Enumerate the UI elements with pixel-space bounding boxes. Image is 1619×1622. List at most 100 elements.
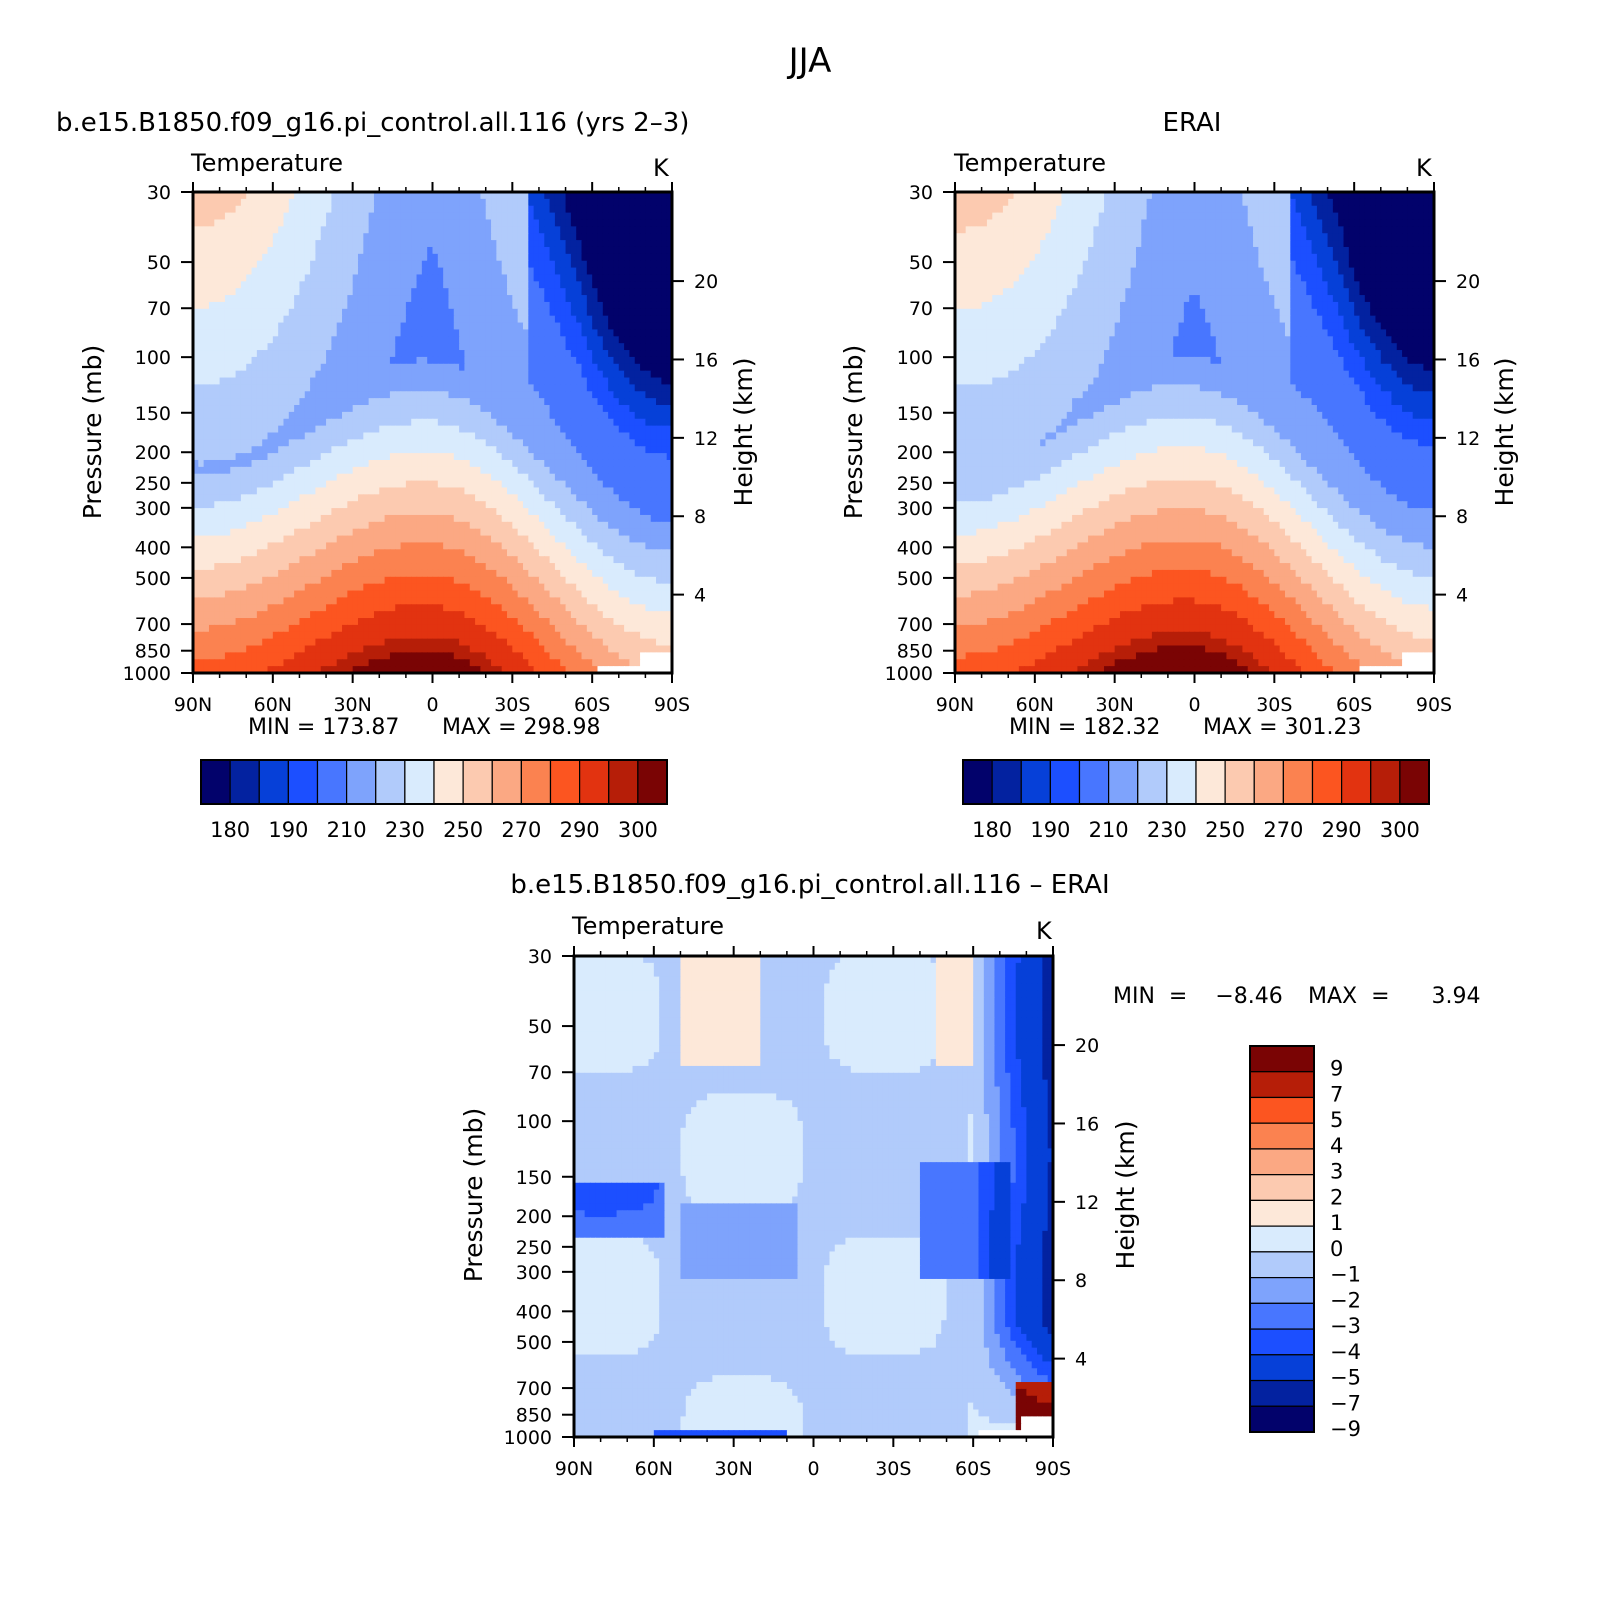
contour-cell [374, 405, 380, 412]
contour-cell [337, 467, 343, 474]
contour-cell [278, 515, 284, 522]
contour-cell [241, 412, 247, 419]
contour-cell [518, 433, 524, 440]
contour-cell [539, 226, 545, 233]
contour-cell [539, 329, 545, 336]
contour-cell [624, 426, 630, 433]
contour-cell [369, 261, 375, 268]
contour-cell [363, 219, 369, 226]
contour-cell [576, 336, 582, 343]
contour-cell [555, 508, 561, 515]
contour-cell [470, 487, 476, 494]
contour-cell [640, 487, 646, 494]
contour-cell [390, 295, 396, 302]
contour-cell [262, 542, 268, 549]
contour-cell [438, 350, 444, 357]
contour-cell [204, 542, 210, 549]
contour-cell [379, 515, 385, 522]
contour-cell [624, 556, 630, 563]
contour-cell [257, 364, 263, 371]
contour-cell [347, 487, 353, 494]
contour-cell [310, 350, 316, 357]
contour-cell [486, 563, 492, 570]
contour-cell [299, 268, 305, 275]
contour-cell [422, 364, 428, 371]
contour-cell [470, 261, 476, 268]
contour-cell [353, 556, 359, 563]
contour-cell [459, 226, 465, 233]
contour-cell [252, 226, 258, 233]
contour-cell [198, 268, 204, 275]
contour-cell [273, 350, 279, 357]
contour-cell [550, 481, 556, 488]
contour-cell [433, 371, 439, 378]
contour-cell [448, 467, 454, 474]
contour-cell [230, 323, 236, 330]
contour-cell [289, 563, 295, 570]
contour-cell [635, 563, 641, 570]
contour-cell [241, 350, 247, 357]
contour-cell [401, 226, 407, 233]
contour-cell [358, 288, 364, 295]
contour-cell [294, 515, 300, 522]
contour-cell [576, 233, 582, 240]
contour-cell [406, 494, 412, 501]
contour-cell [502, 268, 508, 275]
contour-cell [496, 446, 502, 453]
contour-cell [592, 350, 598, 357]
contour-cell [283, 378, 289, 385]
contour-cell [608, 288, 614, 295]
contour-cell [629, 295, 635, 302]
contour-cell [230, 446, 236, 453]
contour-cell [369, 426, 375, 433]
contour-cell [528, 199, 534, 206]
contour-cell [566, 199, 572, 206]
contour-cell [246, 467, 252, 474]
contour-cell [379, 412, 385, 419]
contour-cell [528, 213, 534, 220]
contour-cell [534, 398, 540, 405]
contour-cell [597, 226, 603, 233]
contour-cell [582, 467, 588, 474]
contour-cell [225, 556, 231, 563]
contour-cell [427, 364, 433, 371]
contour-cell [534, 274, 540, 281]
contour-cell [358, 542, 364, 549]
contour-cell [347, 508, 353, 515]
contour-cell [656, 213, 662, 220]
contour-cell [321, 570, 327, 577]
contour-cell [635, 254, 641, 261]
contour-cell [576, 522, 582, 529]
contour-cell [321, 206, 327, 213]
contour-cell [305, 206, 311, 213]
contour-cell [236, 281, 242, 288]
contour-cell [566, 391, 572, 398]
contour-cell [299, 261, 305, 268]
contour-cell [587, 240, 593, 247]
contour-cell [294, 426, 300, 433]
contour-cell [608, 460, 614, 467]
contour-cell [661, 536, 667, 543]
contour-cell [438, 419, 444, 426]
contour-cell [358, 233, 364, 240]
contour-cell [236, 460, 242, 467]
contour-cell [310, 481, 316, 488]
contour-cell [550, 453, 556, 460]
contour-cell [587, 542, 593, 549]
contour-cell [331, 570, 337, 577]
contour-cell [337, 481, 343, 488]
contour-cell [411, 515, 417, 522]
contour-cell [507, 487, 513, 494]
contour-cell [225, 453, 231, 460]
contour-cell [640, 199, 646, 206]
contour-cell [587, 453, 593, 460]
contour-cell [299, 329, 305, 336]
contour-cell [560, 515, 566, 522]
contour-cell [651, 226, 657, 233]
contour-cell [512, 384, 518, 391]
contour-cell [289, 515, 295, 522]
contour-cell [576, 446, 582, 453]
contour-cell [512, 309, 518, 316]
contour-cell [209, 494, 215, 501]
contour-cell [278, 398, 284, 405]
